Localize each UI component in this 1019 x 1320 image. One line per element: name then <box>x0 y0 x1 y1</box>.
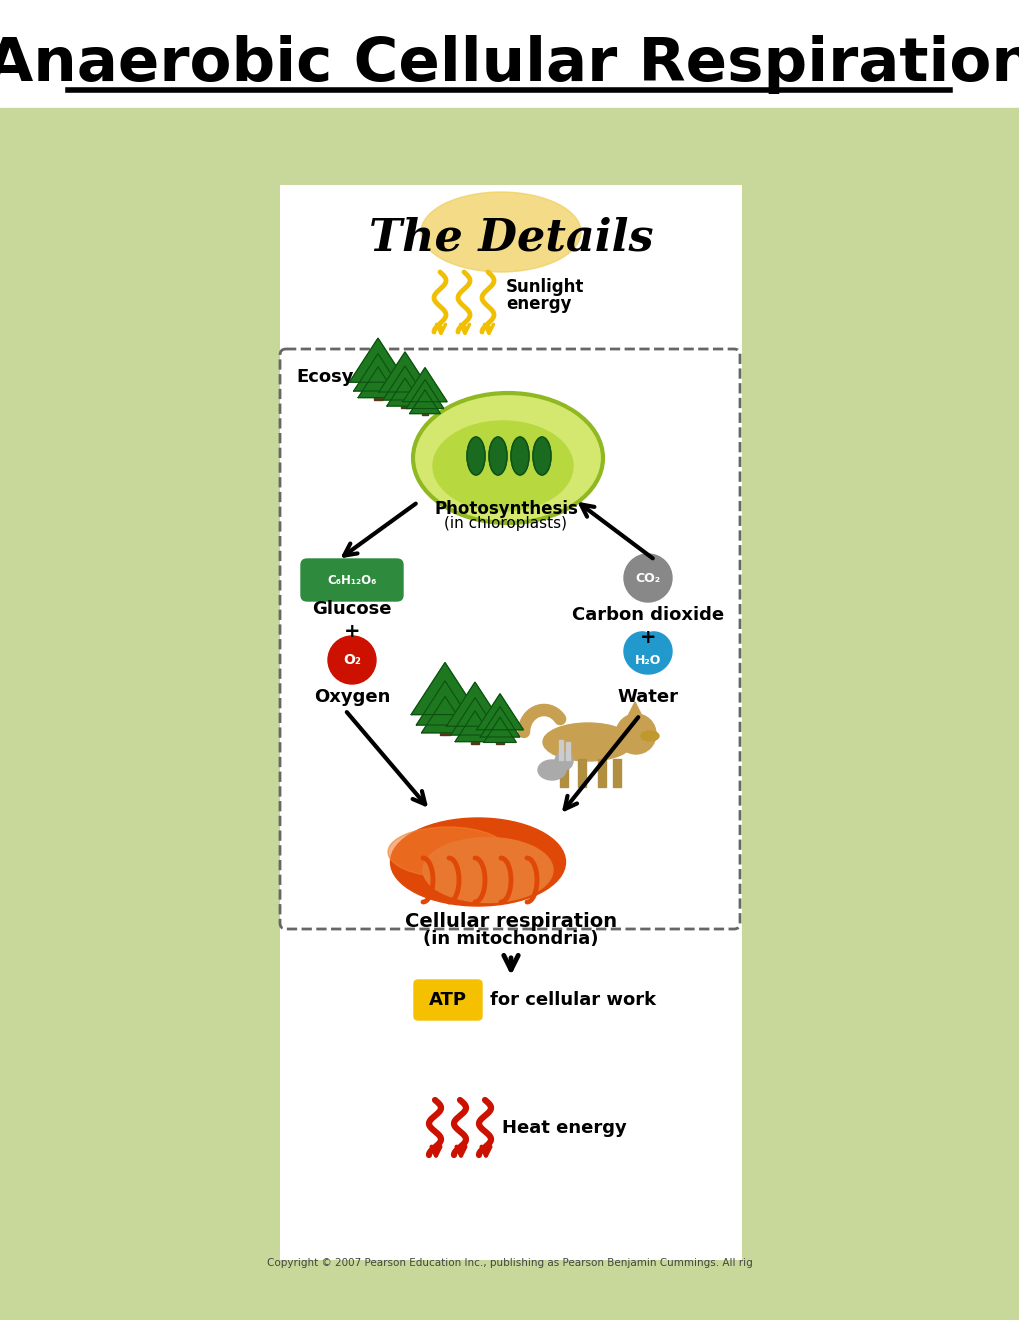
Polygon shape <box>410 389 440 413</box>
Polygon shape <box>406 380 443 408</box>
Polygon shape <box>628 702 641 715</box>
Circle shape <box>624 554 672 602</box>
Text: Oxygen: Oxygen <box>314 688 390 706</box>
Text: Sunlight: Sunlight <box>505 279 584 296</box>
Bar <box>373 380 382 400</box>
Bar <box>559 759 568 787</box>
Bar <box>578 759 586 787</box>
Polygon shape <box>358 367 397 397</box>
Polygon shape <box>450 697 498 735</box>
Bar <box>421 400 428 416</box>
Ellipse shape <box>533 437 550 475</box>
Text: Glucose: Glucose <box>312 601 391 618</box>
Ellipse shape <box>423 837 552 903</box>
Text: Water: Water <box>616 688 678 706</box>
Polygon shape <box>379 352 431 392</box>
Polygon shape <box>421 697 468 733</box>
Text: The Details: The Details <box>369 216 652 260</box>
Ellipse shape <box>542 723 633 762</box>
Text: C₆H₁₂O₆: C₆H₁₂O₆ <box>327 573 376 586</box>
Ellipse shape <box>390 818 565 906</box>
Bar <box>612 759 621 787</box>
Text: +: + <box>639 628 655 647</box>
Text: (in chloroplasts): (in chloroplasts) <box>444 516 567 531</box>
Polygon shape <box>350 338 407 383</box>
Circle shape <box>615 714 655 754</box>
Polygon shape <box>403 368 446 401</box>
Circle shape <box>328 636 376 684</box>
Bar <box>400 389 409 408</box>
Polygon shape <box>476 694 523 730</box>
Polygon shape <box>624 632 672 675</box>
Ellipse shape <box>387 828 507 876</box>
Text: Heat energy: Heat energy <box>501 1119 626 1137</box>
Ellipse shape <box>413 393 602 523</box>
Bar <box>558 741 562 760</box>
Text: +: + <box>343 622 360 642</box>
Ellipse shape <box>467 437 484 475</box>
Text: O₂: O₂ <box>342 653 361 667</box>
Bar <box>439 711 449 735</box>
Polygon shape <box>480 706 520 737</box>
Bar <box>470 723 479 743</box>
Ellipse shape <box>511 437 529 475</box>
Polygon shape <box>446 682 503 726</box>
Text: Carbon dioxide: Carbon dioxide <box>572 606 723 624</box>
Polygon shape <box>483 717 516 742</box>
Ellipse shape <box>537 760 566 780</box>
FancyBboxPatch shape <box>301 558 403 601</box>
Text: ATP: ATP <box>429 991 467 1008</box>
Text: for cellular work: for cellular work <box>489 991 655 1008</box>
Text: energy: energy <box>505 294 571 313</box>
Bar <box>566 742 570 760</box>
Text: Cellular respiration: Cellular respiration <box>405 912 616 931</box>
Text: (in mitochondria): (in mitochondria) <box>423 931 598 948</box>
Text: CO₂: CO₂ <box>635 572 660 585</box>
Polygon shape <box>354 354 401 391</box>
Text: Copyright © 2007 Pearson Education Inc., publishing as Pearson Benjamin Cummings: Copyright © 2007 Pearson Education Inc.,… <box>267 1258 752 1269</box>
Ellipse shape <box>488 437 506 475</box>
Ellipse shape <box>421 191 581 272</box>
FancyBboxPatch shape <box>414 979 482 1020</box>
Ellipse shape <box>640 731 658 741</box>
Text: Ecosystem: Ecosystem <box>296 368 404 385</box>
Ellipse shape <box>433 421 573 511</box>
Polygon shape <box>416 681 473 725</box>
Text: Anaerobic Cellular Respiration: Anaerobic Cellular Respiration <box>0 36 1019 95</box>
Text: Photosynthesis: Photosynthesis <box>434 500 578 517</box>
Polygon shape <box>454 710 494 742</box>
Polygon shape <box>382 366 427 400</box>
Bar <box>0 0 1019 108</box>
Polygon shape <box>411 663 478 714</box>
Bar <box>496 729 503 744</box>
Circle shape <box>554 752 573 770</box>
Bar <box>597 759 605 787</box>
Bar <box>280 185 741 1261</box>
Polygon shape <box>386 378 423 407</box>
Text: H₂O: H₂O <box>634 653 660 667</box>
